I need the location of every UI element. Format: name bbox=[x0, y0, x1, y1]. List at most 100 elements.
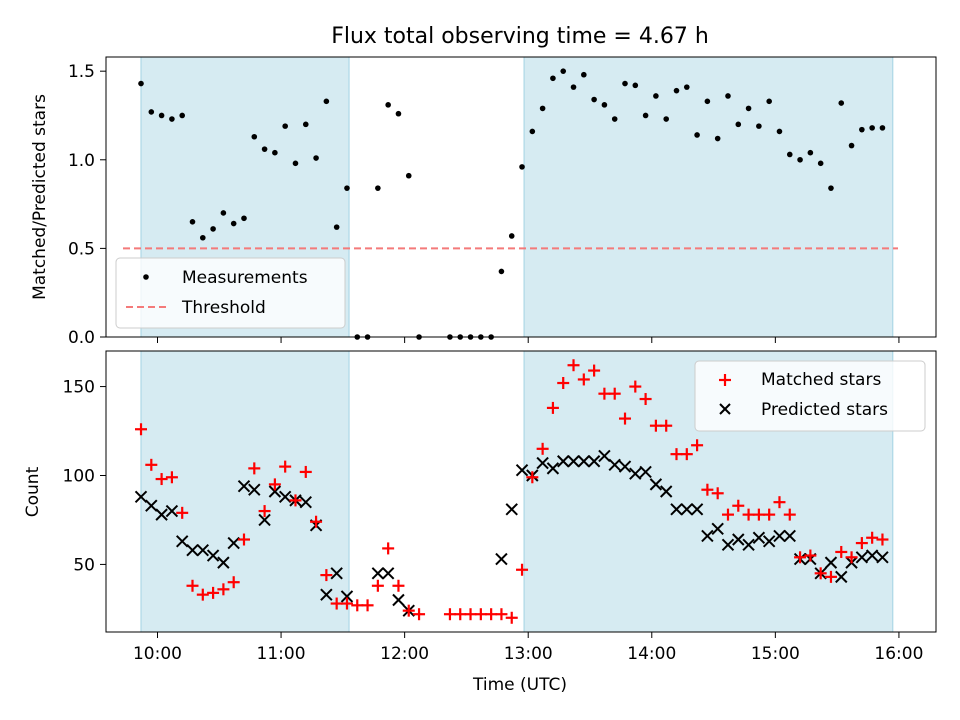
predicted-star-marker bbox=[649, 478, 663, 491]
marker-stroke bbox=[587, 455, 601, 468]
marker-stroke bbox=[855, 551, 869, 564]
measurement-point bbox=[498, 268, 505, 275]
count-y-axis-label: Count bbox=[23, 466, 43, 517]
predicted-star-marker bbox=[505, 503, 518, 516]
measurement-point bbox=[828, 185, 834, 191]
measurement-point bbox=[756, 123, 762, 129]
matched-star-marker bbox=[371, 579, 384, 592]
marker-stroke bbox=[165, 504, 179, 518]
matched-star-marker bbox=[299, 465, 312, 478]
matched-star-marker bbox=[443, 608, 456, 621]
matched-star-marker bbox=[485, 608, 498, 621]
matched-star-marker bbox=[155, 473, 168, 486]
matched-star-marker bbox=[691, 439, 704, 452]
marker-stroke bbox=[536, 456, 549, 470]
matched-star-markers bbox=[135, 359, 889, 624]
measurement-point bbox=[333, 224, 340, 230]
matched-star-marker bbox=[619, 412, 632, 425]
matched-star-marker bbox=[464, 608, 477, 621]
marker-stroke bbox=[505, 503, 518, 516]
count-legend: Matched stars Predicted stars bbox=[694, 360, 926, 432]
measurement-point bbox=[385, 102, 391, 108]
measurement-point bbox=[282, 123, 288, 129]
matched-star-marker bbox=[567, 359, 580, 372]
measurement-point bbox=[344, 185, 350, 191]
legend-predicted-label: Predicted stars bbox=[761, 400, 888, 420]
matched-star-marker bbox=[279, 460, 292, 473]
matched-star-marker bbox=[351, 599, 364, 612]
measurement-point bbox=[292, 160, 299, 167]
matched-star-marker bbox=[320, 569, 333, 582]
x-axis-label: Time (UTC) bbox=[472, 675, 567, 695]
matched-star-marker bbox=[742, 508, 755, 521]
matched-star-marker bbox=[804, 549, 817, 562]
measurement-point bbox=[694, 132, 700, 138]
measurement-point bbox=[838, 100, 845, 106]
marker-stroke bbox=[495, 552, 508, 566]
predicted-star-marker bbox=[381, 567, 395, 580]
measurement-point bbox=[189, 219, 196, 225]
predicted-star-marker bbox=[134, 490, 148, 504]
measurement-point bbox=[529, 128, 536, 135]
matched-star-marker bbox=[186, 579, 199, 592]
predicted-star-marker bbox=[278, 490, 292, 504]
marker-stroke bbox=[618, 460, 632, 473]
measurement-point bbox=[210, 226, 216, 232]
measurement-point bbox=[704, 98, 711, 105]
measurement-point bbox=[714, 135, 721, 142]
marker-stroke bbox=[876, 551, 889, 564]
measurement-point bbox=[375, 185, 381, 191]
predicted-star-marker bbox=[495, 552, 508, 566]
matched-star-marker bbox=[289, 494, 302, 507]
marker-stroke bbox=[659, 485, 673, 498]
predicted-star-marker bbox=[670, 503, 683, 516]
predicted-star-marker bbox=[392, 593, 405, 607]
measurement-point bbox=[508, 233, 515, 239]
predicted-star-marker bbox=[742, 538, 755, 552]
ratio-x-ticks bbox=[156, 337, 900, 343]
matched-star-marker bbox=[382, 542, 395, 555]
measurement-point bbox=[817, 160, 824, 167]
predicted-star-marker bbox=[557, 455, 570, 468]
marker-stroke bbox=[268, 485, 282, 498]
measurement-point bbox=[642, 112, 649, 119]
measurement-point bbox=[199, 234, 206, 241]
matched-star-marker bbox=[505, 611, 518, 624]
marker-stroke bbox=[701, 529, 714, 543]
count-panel-frame bbox=[105, 350, 937, 633]
measurement-point bbox=[148, 109, 155, 115]
measurement-point bbox=[230, 220, 237, 227]
observing-windows bbox=[140, 57, 894, 337]
matched-star-marker bbox=[855, 537, 868, 550]
matched-star-marker bbox=[248, 462, 261, 475]
predicted-star-marker bbox=[299, 495, 312, 509]
marker-stroke bbox=[145, 499, 158, 512]
predicted-star-marker bbox=[855, 551, 869, 564]
matched-star-marker bbox=[258, 505, 271, 518]
measurement-point bbox=[683, 84, 690, 90]
marker-stroke bbox=[711, 522, 724, 536]
matched-star-marker bbox=[196, 588, 209, 601]
predicted-star-marker bbox=[639, 465, 652, 479]
measurement-point bbox=[848, 142, 855, 149]
predicted-star-marker bbox=[659, 485, 673, 498]
x-tick-label: 15:00 bbox=[751, 644, 800, 664]
predicted-star-marker bbox=[577, 455, 591, 468]
matched-star-marker bbox=[660, 419, 673, 432]
matched-star-marker bbox=[588, 364, 601, 377]
measurement-point bbox=[653, 93, 659, 99]
marker-stroke bbox=[557, 455, 570, 468]
matched-star-marker bbox=[207, 586, 220, 599]
marker-stroke bbox=[330, 567, 343, 580]
y-tick-label: 0.0 bbox=[68, 328, 95, 348]
marker-stroke bbox=[217, 556, 230, 569]
matched-star-marker bbox=[824, 570, 837, 583]
measurement-point bbox=[560, 68, 567, 74]
measurement-point bbox=[632, 82, 639, 89]
predicted-star-marker bbox=[762, 535, 776, 548]
predicted-star-marker bbox=[145, 499, 158, 512]
x-tick-label: 10:00 bbox=[133, 644, 182, 664]
measurement-point bbox=[745, 105, 752, 112]
predicted-star-marker bbox=[824, 556, 838, 569]
matched-star-marker bbox=[835, 545, 848, 558]
